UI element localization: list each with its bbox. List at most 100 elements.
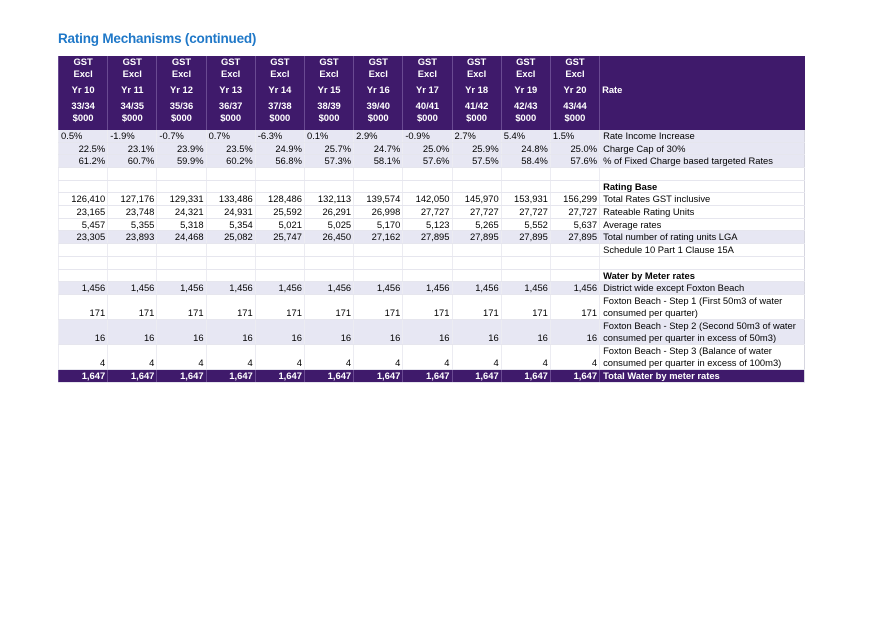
- header-cell-year: Yr 20: [549, 79, 600, 101]
- table-cell: [303, 167, 354, 181]
- table-cell: 139,574: [353, 192, 403, 207]
- header-cell: Excl: [451, 67, 502, 80]
- table-cell: 1,647: [57, 369, 108, 383]
- table-cell: 24.7%: [353, 142, 403, 156]
- table-cell: 25.7%: [303, 142, 354, 156]
- table-cell: [353, 180, 403, 194]
- table-cell: 27,895: [402, 230, 452, 245]
- table-row: 126,410 127,176 129,331 133,486 128,486 132,1…: [57, 192, 806, 207]
- table-cell: 16: [156, 319, 207, 345]
- header-cell: Excl: [500, 67, 551, 80]
- header-cell-unit: $000: [205, 112, 256, 124]
- table-cell: [549, 256, 600, 270]
- table-cell: 5,637: [549, 218, 600, 232]
- table-row: Schedule 10 Part 1 Clause 15A: [57, 243, 806, 257]
- table-cell: 23.5%: [205, 142, 256, 156]
- table-cell: 4: [254, 344, 305, 370]
- header-cell-year: Yr 11: [107, 79, 157, 101]
- table-cell: [107, 167, 157, 181]
- table-cell: 1,647: [451, 369, 502, 383]
- table-cell: 23,165: [57, 205, 108, 219]
- table-cell: 16: [254, 319, 305, 345]
- table-cell: 153,931: [500, 192, 551, 207]
- table-row: 22.5% 23.1% 23.9% 23.5% 24.9% 25.7% 24.7% 25.0%…: [57, 142, 806, 156]
- table-cell: [57, 269, 108, 283]
- header-cell: GST: [254, 56, 305, 68]
- table-cell: 5,123: [402, 218, 452, 232]
- table-cell: [402, 269, 452, 283]
- row-label: Rating Base: [599, 180, 806, 194]
- table-cell: 171: [353, 294, 403, 320]
- table-cell: 1,456: [303, 281, 354, 295]
- table-cell: 16: [451, 319, 502, 345]
- table-row: 171 171 171 171 171 171 171 171 171 171 171 Foxton …: [57, 294, 806, 320]
- table-cell: 4: [205, 344, 256, 370]
- table-cell: 58.1%: [353, 154, 403, 168]
- table-cell: 128,486: [254, 192, 305, 207]
- header-cell-empty: [599, 100, 805, 113]
- table-cell: [156, 243, 207, 257]
- table-cell: 1,456: [156, 281, 207, 295]
- table-cell: 5,021: [254, 218, 305, 232]
- table-cell: 16: [549, 319, 600, 345]
- table-cell: 60.7%: [107, 154, 157, 168]
- row-label: [599, 167, 806, 181]
- table-cell: 171: [451, 294, 502, 320]
- header-row-gst: GST GST GST GST GST GST GST GST GST GST …: [57, 56, 805, 68]
- table-cell: [402, 256, 452, 270]
- table-cell: [205, 167, 256, 181]
- table-cell: 145,970: [451, 192, 502, 207]
- header-cell-unit: $000: [156, 112, 207, 124]
- table-cell: [303, 269, 354, 283]
- table-cell: 16: [500, 319, 551, 345]
- table-cell: 1.5%: [549, 129, 600, 143]
- header-row-spacer: [57, 123, 805, 130]
- table-cell: 4: [156, 344, 207, 370]
- table-cell: 23.1%: [107, 142, 157, 156]
- header-cell-rate: Rate: [599, 79, 805, 101]
- table-cell: [353, 243, 403, 257]
- header-cell-period: 33/34: [57, 100, 108, 113]
- row-label: Total Rates GST inclusive: [599, 192, 806, 207]
- table-cell: 1,647: [107, 369, 157, 383]
- table-row: [57, 256, 806, 270]
- table-cell: 23,305: [57, 230, 108, 245]
- table-cell: [57, 243, 108, 257]
- table-cell: [107, 256, 157, 270]
- table-cell: [205, 269, 256, 283]
- table-cell: [156, 269, 207, 283]
- header-cell-year: Yr 13: [205, 79, 256, 101]
- header-cell-year: Yr 17: [402, 79, 452, 101]
- table-cell: [156, 180, 207, 194]
- table-cell: 22.5%: [57, 142, 108, 156]
- header-cell-year: Yr 18: [451, 79, 502, 101]
- table-cell: 24,931: [205, 205, 256, 219]
- table-cell: [57, 167, 108, 181]
- header-cell-empty: [599, 123, 805, 130]
- table-cell: [205, 256, 256, 270]
- header-cell: GST: [451, 56, 502, 68]
- header-cell-empty: [353, 123, 403, 130]
- table-cell: [353, 256, 403, 270]
- table-cell: 4: [353, 344, 403, 370]
- table-cell: [205, 180, 256, 194]
- table-cell: [303, 256, 354, 270]
- table-row: 0.5% -1.9% -0.7% 0.7% -6.3% 0.1% 2.9% -0.9% 2.7%…: [57, 129, 806, 143]
- row-label: Rateable Rating Units: [599, 205, 806, 219]
- table-cell: 4: [549, 344, 600, 370]
- table-cell: [156, 167, 207, 181]
- table-cell: [500, 256, 551, 270]
- table-cell: 25.0%: [402, 142, 452, 156]
- header-cell-period: 43/44: [549, 100, 600, 113]
- header-cell-period: 41/42: [451, 100, 502, 113]
- table-cell: 1,647: [353, 369, 403, 383]
- table-cell: 16: [402, 319, 452, 345]
- table-cell: 156,299: [549, 192, 600, 207]
- header-cell: GST: [500, 56, 551, 68]
- table-cell: 1,456: [549, 281, 600, 295]
- header-cell-empty: [57, 123, 108, 130]
- header-cell-period: 35/36: [156, 100, 207, 113]
- table-cell: 1,647: [500, 369, 551, 383]
- header-cell-unit: $000: [353, 112, 403, 124]
- table-cell: 171: [107, 294, 157, 320]
